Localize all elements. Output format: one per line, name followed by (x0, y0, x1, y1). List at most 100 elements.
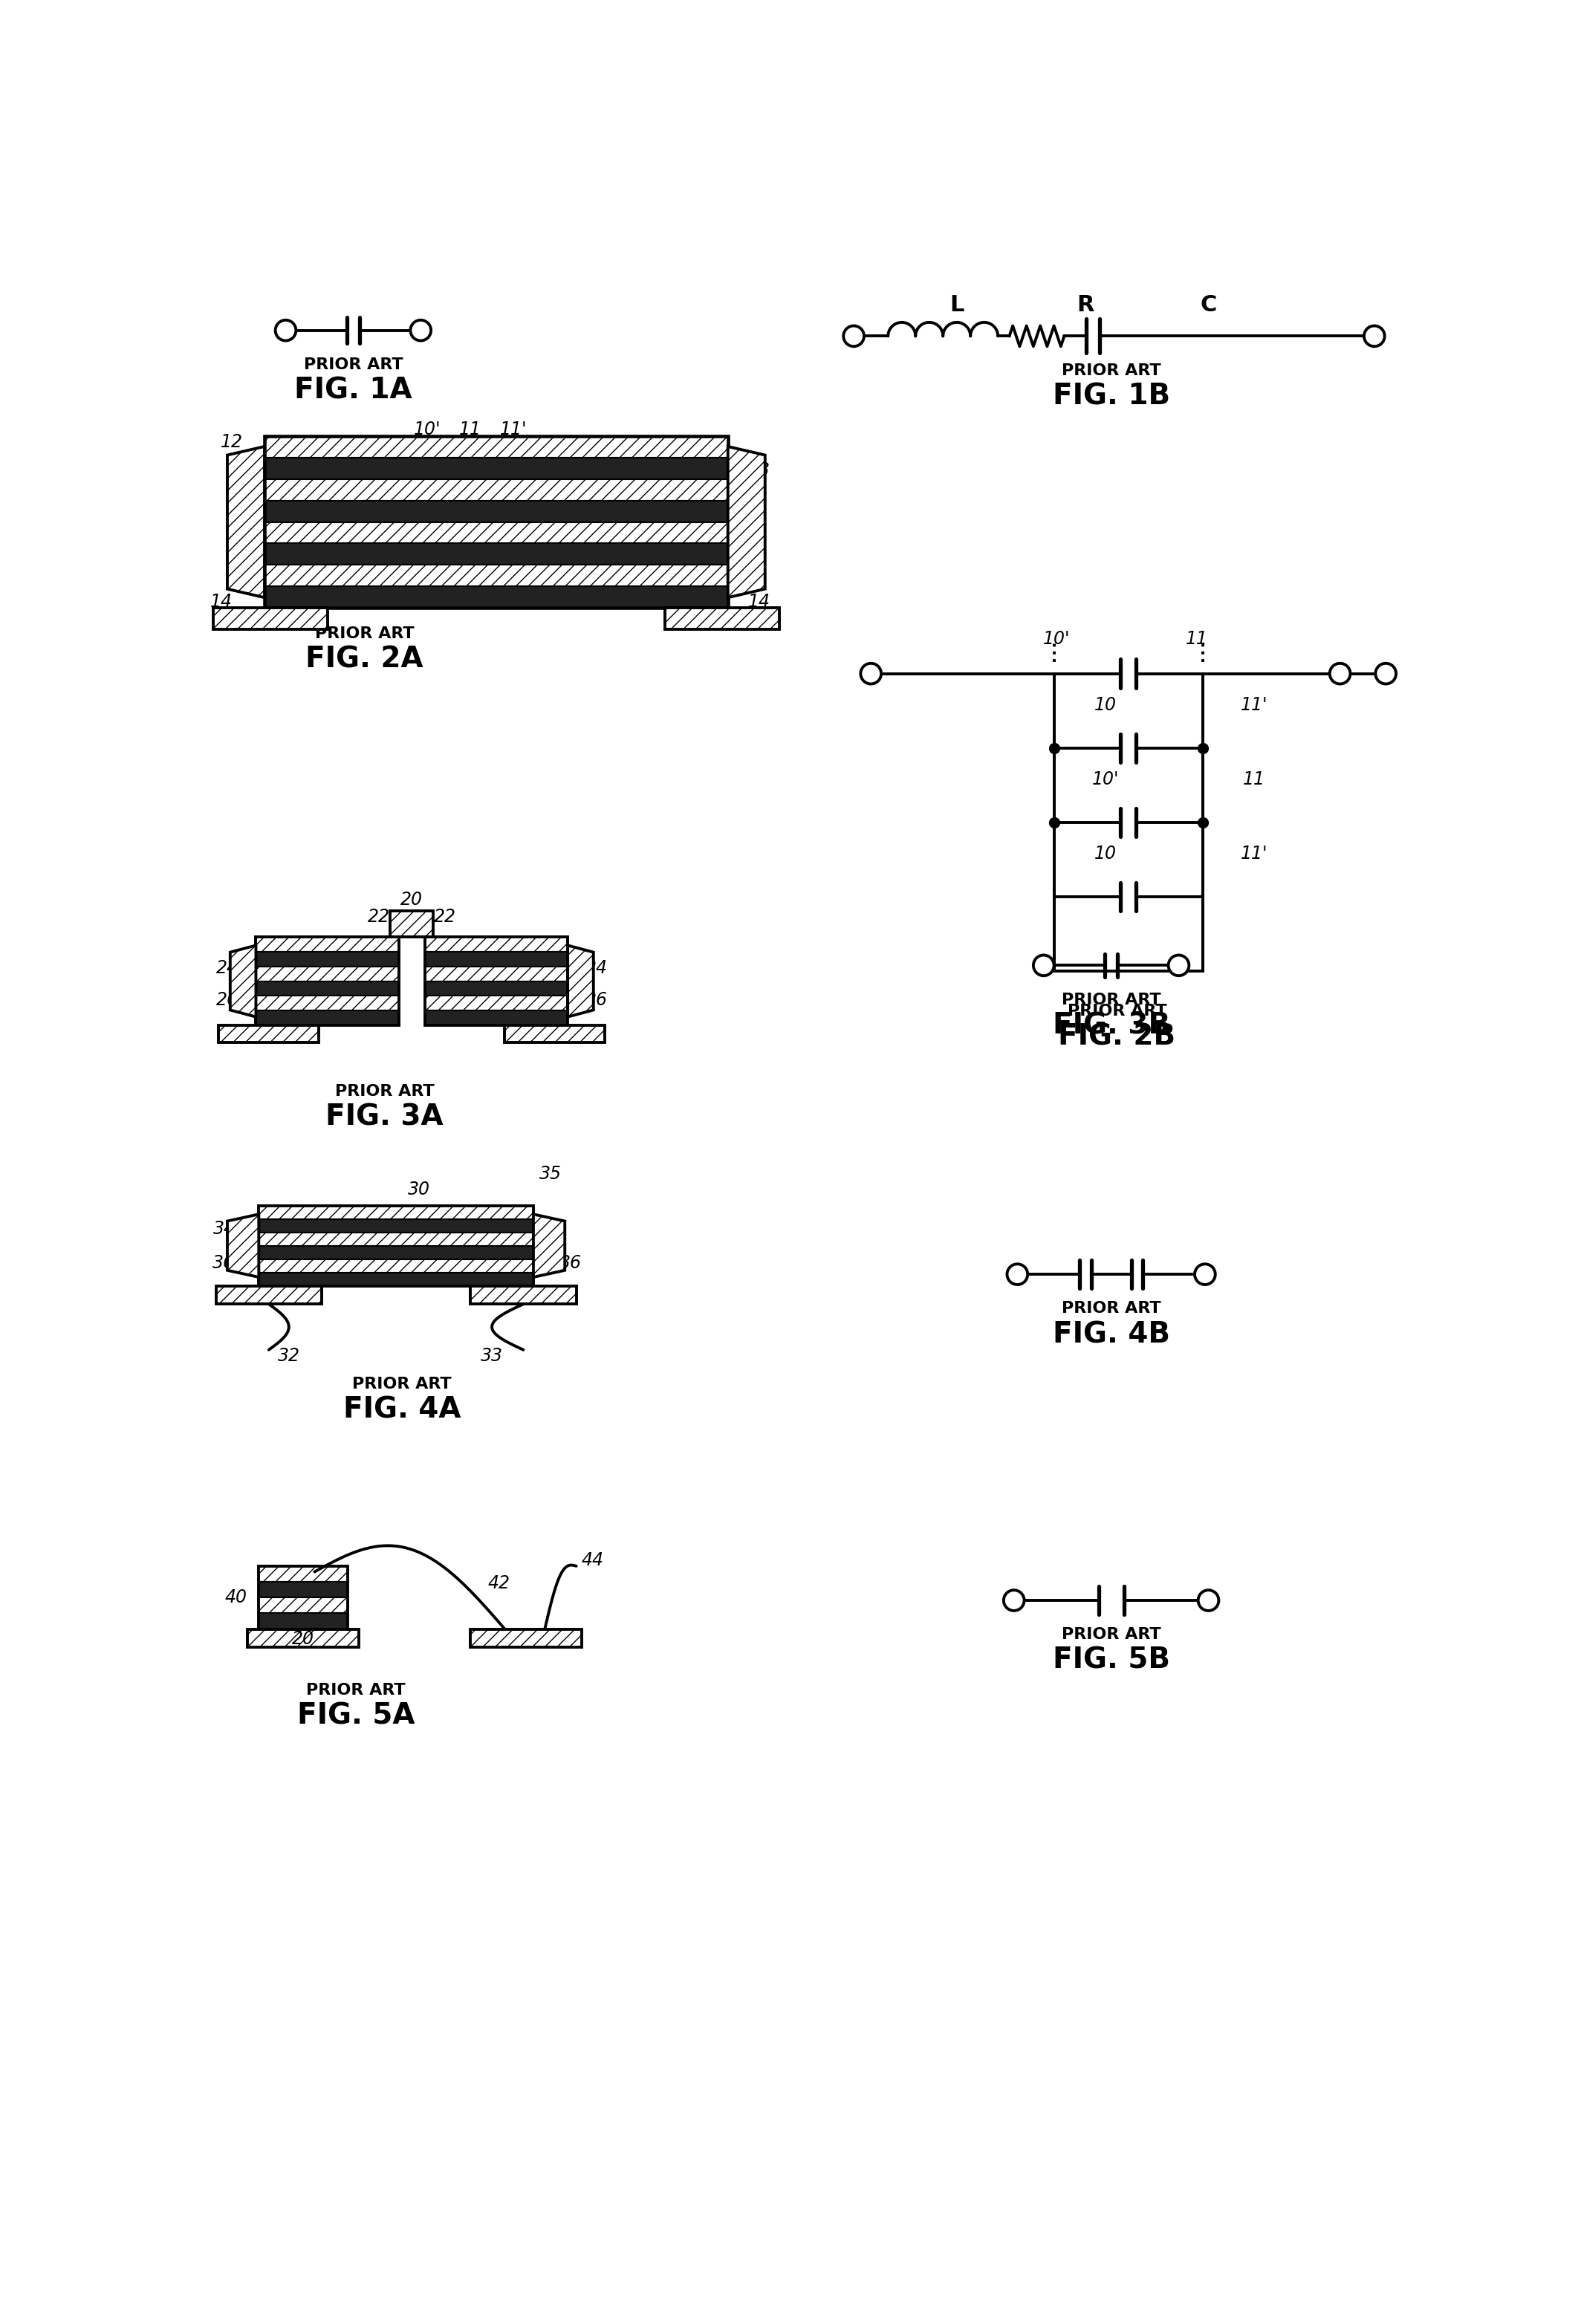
Bar (264, 479, 727, 500)
Bar (264, 437, 727, 458)
Bar (264, 544, 727, 565)
Text: 42: 42 (489, 1573, 511, 1592)
Text: R: R (1077, 293, 1094, 316)
Text: 24: 24 (217, 960, 239, 976)
Circle shape (411, 321, 432, 342)
Text: 22: 22 (433, 909, 455, 925)
Text: FIG. 2B: FIG. 2B (1058, 1023, 1176, 1050)
Text: 20: 20 (292, 1629, 315, 1648)
Text: 40: 40 (225, 1590, 247, 1606)
Text: FIG. 4B: FIG. 4B (1053, 1320, 1170, 1348)
Text: 32: 32 (278, 1346, 300, 1364)
Bar (264, 565, 727, 586)
Circle shape (1034, 955, 1055, 976)
Text: 11: 11 (460, 421, 482, 439)
Circle shape (1375, 662, 1396, 683)
Text: FIG. 4A: FIG. 4A (343, 1397, 460, 1425)
Bar (425, 997, 568, 1011)
Text: 10: 10 (1094, 697, 1116, 713)
Text: 11': 11' (1241, 697, 1268, 713)
Text: 26: 26 (585, 990, 607, 1009)
Bar (425, 937, 568, 1025)
Text: 11': 11' (500, 421, 526, 439)
Bar (425, 937, 568, 951)
Text: 26: 26 (217, 990, 239, 1009)
Bar (425, 981, 568, 997)
Text: 10': 10' (414, 421, 441, 439)
Bar (391, 911, 433, 937)
Text: 14: 14 (748, 593, 770, 611)
Polygon shape (727, 446, 765, 597)
Bar (425, 1011, 568, 1025)
Circle shape (1004, 1590, 1024, 1611)
Text: 11: 11 (1243, 772, 1265, 788)
Bar (425, 951, 568, 967)
Circle shape (843, 325, 865, 346)
Text: FIG. 2A: FIG. 2A (305, 646, 424, 674)
Bar (259, 1597, 348, 1613)
Text: 24: 24 (585, 960, 607, 976)
Text: 13: 13 (748, 462, 770, 479)
Bar (256, 967, 398, 981)
Bar (247, 1629, 359, 1648)
Polygon shape (568, 946, 593, 1018)
Circle shape (1168, 955, 1189, 976)
Polygon shape (228, 1213, 259, 1278)
Text: 33: 33 (481, 1346, 503, 1364)
Bar (259, 1566, 348, 1629)
Bar (217, 1285, 321, 1304)
Text: PRIOR ART: PRIOR ART (304, 358, 403, 372)
Bar (259, 1613, 348, 1629)
Text: 11': 11' (1241, 846, 1268, 862)
Bar (425, 967, 568, 981)
Text: PRIOR ART: PRIOR ART (1067, 1004, 1167, 1018)
Text: 10': 10' (1092, 772, 1119, 788)
Bar (471, 1285, 577, 1304)
Bar (256, 981, 398, 997)
Bar (259, 1260, 533, 1274)
Text: 10: 10 (228, 474, 250, 490)
Text: PRIOR ART: PRIOR ART (1061, 1627, 1160, 1643)
Text: 36: 36 (560, 1255, 582, 1271)
Polygon shape (533, 1213, 564, 1278)
Circle shape (1195, 1264, 1216, 1285)
Bar (256, 937, 398, 951)
Text: 10': 10' (1043, 630, 1070, 648)
Bar (218, 1025, 319, 1043)
Bar (259, 1274, 533, 1285)
Circle shape (1007, 1264, 1028, 1285)
Bar (264, 437, 727, 609)
Circle shape (1364, 325, 1385, 346)
Bar (259, 1566, 348, 1583)
Bar (259, 1583, 348, 1597)
Bar (264, 523, 727, 544)
Text: 34: 34 (213, 1220, 236, 1236)
Text: C: C (1200, 293, 1217, 316)
Bar (256, 997, 398, 1011)
Text: FIG. 1A: FIG. 1A (294, 376, 413, 404)
Text: PRIOR ART: PRIOR ART (335, 1083, 435, 1099)
Text: 10: 10 (1094, 846, 1116, 862)
Circle shape (860, 662, 881, 683)
Text: 20: 20 (400, 890, 424, 909)
Text: PRIOR ART: PRIOR ART (353, 1376, 452, 1392)
Circle shape (1198, 1590, 1219, 1611)
Text: FIG. 3B: FIG. 3B (1053, 1011, 1170, 1039)
Text: PRIOR ART: PRIOR ART (307, 1683, 406, 1697)
Text: 44: 44 (582, 1552, 604, 1569)
Bar (259, 1206, 533, 1285)
Bar (264, 586, 727, 609)
Text: 36: 36 (212, 1255, 234, 1271)
Text: 30: 30 (408, 1181, 430, 1199)
Bar (504, 1025, 606, 1043)
Bar (264, 458, 727, 479)
Text: FIG. 1B: FIG. 1B (1053, 381, 1170, 411)
Text: 22: 22 (368, 909, 391, 925)
Bar (256, 951, 398, 967)
Text: 11: 11 (1186, 630, 1208, 648)
Circle shape (1330, 662, 1350, 683)
Bar (264, 500, 727, 523)
Text: PRIOR ART: PRIOR ART (1061, 992, 1160, 1006)
Text: PRIOR ART: PRIOR ART (1061, 363, 1160, 379)
Text: FIG. 5A: FIG. 5A (297, 1701, 414, 1729)
